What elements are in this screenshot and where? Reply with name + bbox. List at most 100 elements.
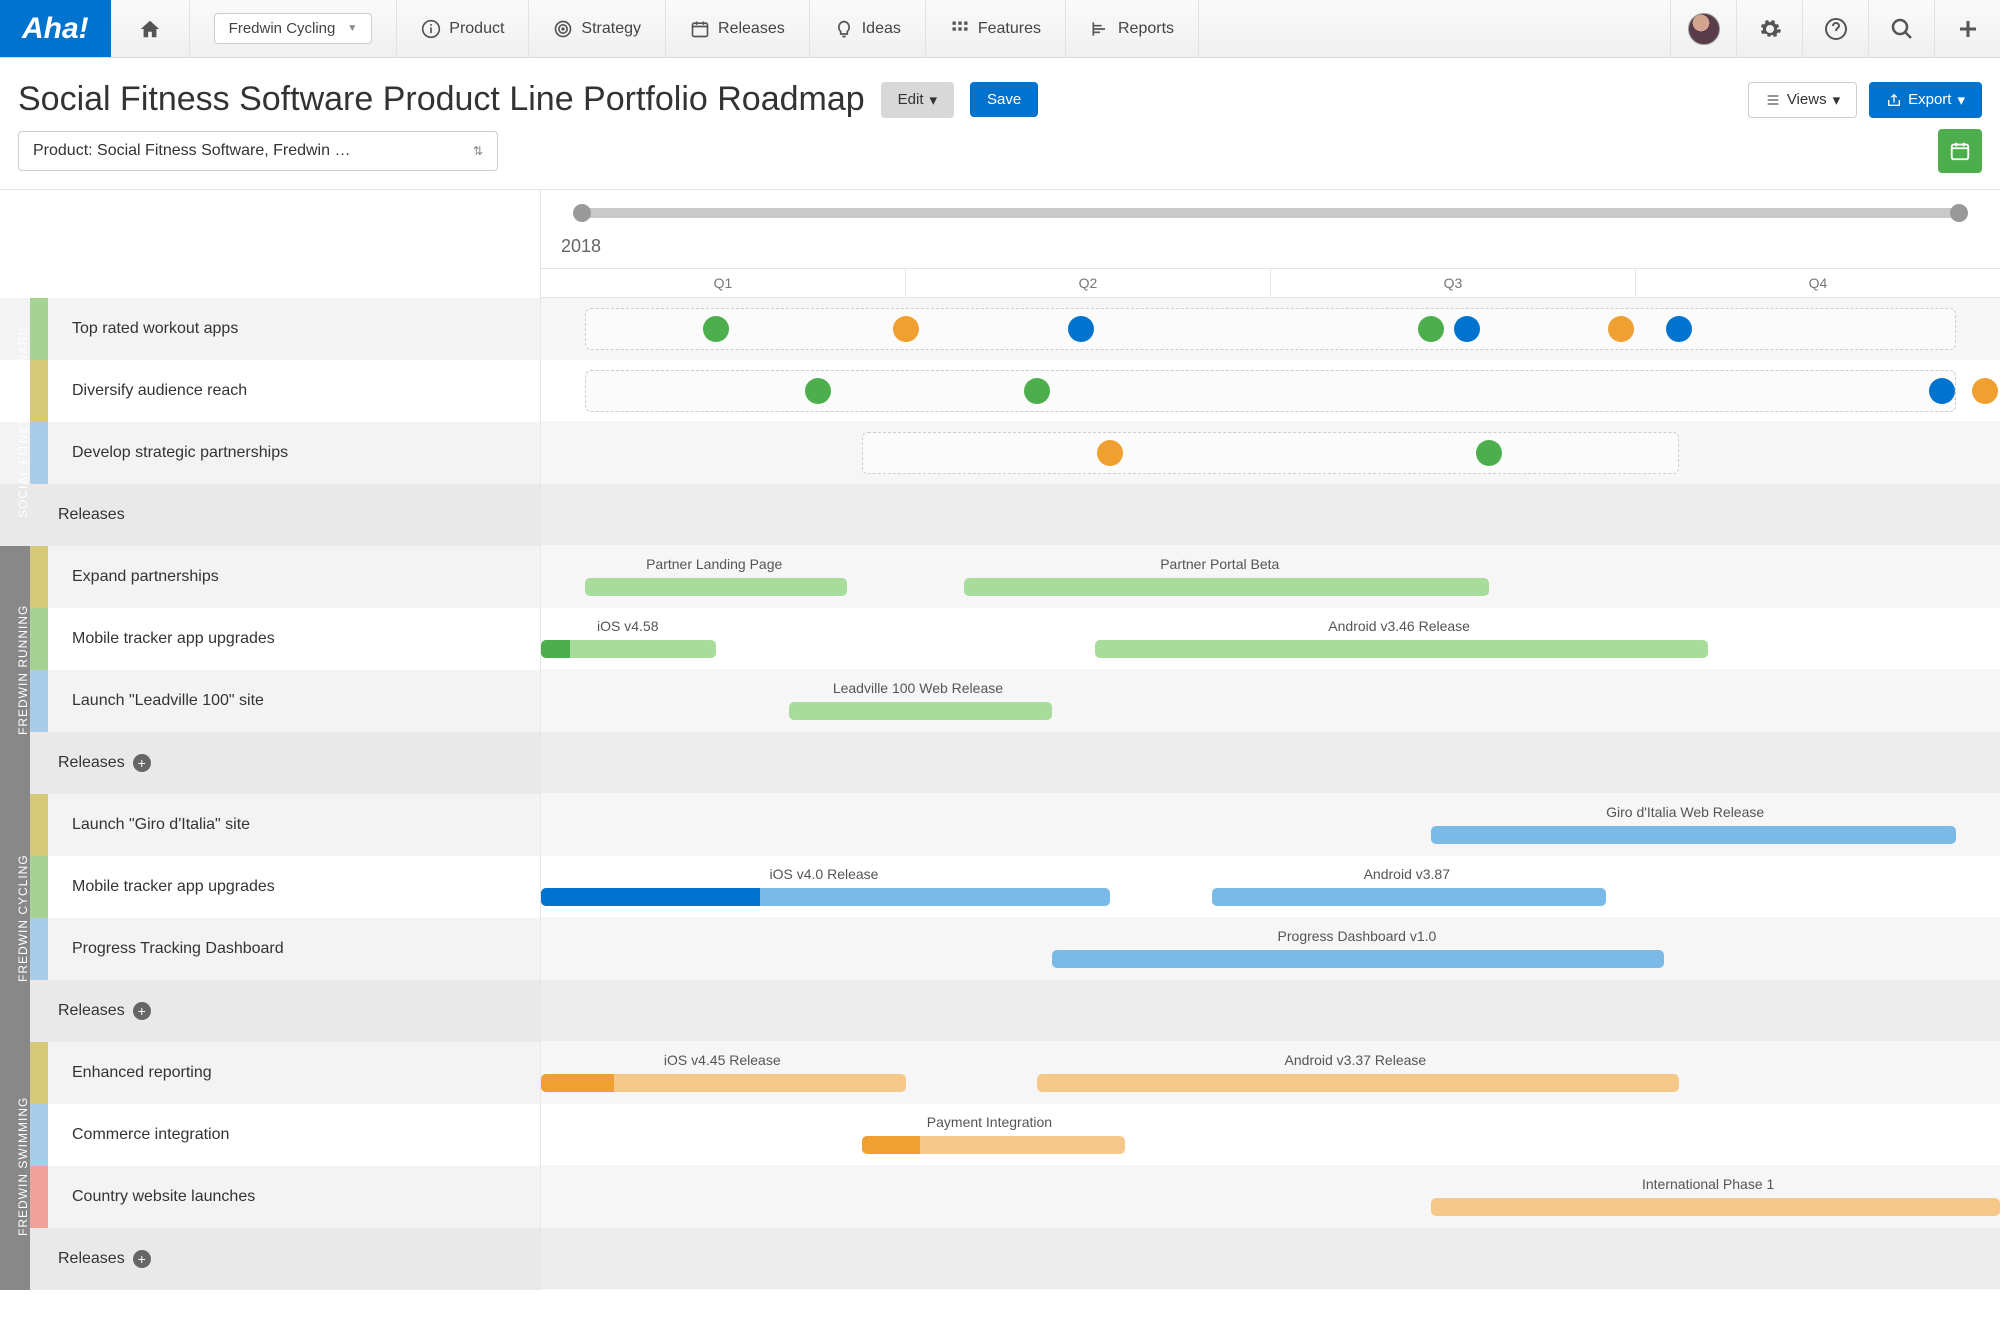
timeline-row [541, 360, 2000, 422]
roadmap-row[interactable]: Launch "Leadville 100" site [0, 670, 540, 732]
product-switcher-label: Fredwin Cycling [229, 20, 336, 37]
timeline-row [541, 1228, 2000, 1290]
home-icon [139, 18, 161, 40]
edit-button[interactable]: Edit▾ [881, 82, 954, 118]
timeline-row [541, 980, 2000, 1042]
save-button[interactable]: Save [970, 82, 1038, 117]
bar-label: International Phase 1 [1642, 1176, 1774, 1192]
timeline-row [541, 732, 2000, 794]
row-label: Enhanced reporting [72, 1064, 212, 1082]
updown-icon: ⇅ [473, 144, 483, 158]
nav-add[interactable] [1934, 0, 2000, 58]
timeline-slider[interactable] [581, 208, 1960, 218]
row-stripe [30, 856, 48, 918]
add-release-button[interactable]: + [133, 754, 151, 772]
group-tab-sfs[interactable]: SOCIAL FITNESS SOFTWARE [0, 298, 30, 546]
timeline-quarters: Q1 Q2 Q3 Q4 [541, 268, 2000, 298]
roadmap-row[interactable]: Commerce integration [0, 1104, 540, 1166]
export-button[interactable]: Export▾ [1869, 82, 1982, 118]
timeline-row: Partner Landing PagePartner Portal Beta [541, 546, 2000, 608]
nav-ideas[interactable]: Ideas [810, 0, 926, 57]
milestone-dot[interactable] [1608, 316, 1634, 342]
release-bar[interactable] [541, 1074, 906, 1092]
add-release-button[interactable]: + [133, 1002, 151, 1020]
plus-icon [1956, 17, 1980, 41]
nav-avatar[interactable] [1670, 0, 1736, 58]
bar-label: Android v3.87 [1364, 866, 1450, 882]
group-tab-fc[interactable]: FREDWIN CYCLING [0, 794, 30, 1042]
release-bar[interactable] [541, 888, 1110, 906]
release-bar[interactable] [585, 578, 848, 596]
nav-strategy[interactable]: Strategy [529, 0, 666, 57]
section-row: Releases+ [0, 1228, 540, 1290]
timeline-row: iOS v4.58Android v3.46 Release [541, 608, 2000, 670]
bar-label: Progress Dashboard v1.0 [1278, 928, 1437, 944]
release-bar[interactable] [1037, 1074, 1679, 1092]
release-bar[interactable] [1212, 888, 1606, 906]
grid-icon [950, 19, 970, 39]
roadmap-row[interactable]: Mobile tracker app upgrades [0, 856, 540, 918]
release-bar[interactable] [1431, 1198, 2000, 1216]
row-stripe [30, 670, 48, 732]
milestone-dot[interactable] [1024, 378, 1050, 404]
bar-label: Android v3.37 Release [1285, 1052, 1427, 1068]
release-bar[interactable] [789, 702, 1052, 720]
roadmap-row[interactable]: Expand partnerships [0, 546, 540, 608]
roadmap-row[interactable]: Progress Tracking Dashboard [0, 918, 540, 980]
roadmap-row[interactable]: Top rated workout apps [0, 298, 540, 360]
timeline-row: iOS v4.45 ReleaseAndroid v3.37 Release [541, 1042, 2000, 1104]
nav-features[interactable]: Features [926, 0, 1066, 57]
target-icon [553, 19, 573, 39]
nav-product[interactable]: Product [397, 0, 529, 57]
nav-help[interactable] [1802, 0, 1868, 58]
milestone-dot[interactable] [703, 316, 729, 342]
add-release-button[interactable]: + [133, 1250, 151, 1268]
release-bar[interactable] [1052, 950, 1665, 968]
milestone-dot[interactable] [1068, 316, 1094, 342]
roadmap-row[interactable]: Launch "Giro d'Italia" site [0, 794, 540, 856]
nav-search[interactable] [1868, 0, 1934, 58]
release-progress [862, 1136, 920, 1154]
milestone-dot[interactable] [893, 316, 919, 342]
milestone-dot[interactable] [1418, 316, 1444, 342]
timeline-row [541, 484, 2000, 546]
group-tab-fr[interactable]: FREDWIN RUNNING [0, 546, 30, 794]
roadmap: SOCIAL FITNESS SOFTWAREFREDWIN RUNNINGFR… [0, 189, 2000, 1290]
row-stripe [30, 546, 48, 608]
timeline-row: Giro d'Italia Web Release [541, 794, 2000, 856]
roadmap-row[interactable]: Mobile tracker app upgrades [0, 608, 540, 670]
aha-logo[interactable]: Aha! [0, 0, 111, 57]
milestone-dot[interactable] [1972, 378, 1998, 404]
page-title: Social Fitness Software Product Line Por… [18, 80, 865, 119]
views-button[interactable]: Views▾ [1748, 82, 1857, 118]
calendar-button[interactable] [1938, 129, 1982, 173]
nav-product-switcher[interactable]: Fredwin Cycling ▼ [190, 0, 398, 57]
release-progress [541, 640, 570, 658]
group-tab-fs[interactable]: FREDWIN SWIMMING [0, 1042, 30, 1290]
nav-reports[interactable]: Reports [1066, 0, 1199, 57]
roadmap-row[interactable]: Develop strategic partnerships [0, 422, 540, 484]
row-stripe [30, 1104, 48, 1166]
release-bar[interactable] [1095, 640, 1708, 658]
nav-settings[interactable] [1736, 0, 1802, 58]
milestone-dot[interactable] [1929, 378, 1955, 404]
nav-home[interactable] [111, 0, 190, 57]
nav-releases[interactable]: Releases [666, 0, 810, 57]
product-filter[interactable]: Product: Social Fitness Software, Fredwi… [18, 131, 498, 171]
milestone-dot[interactable] [1097, 440, 1123, 466]
roadmap-row[interactable]: Enhanced reporting [0, 1042, 540, 1104]
milestone-dot[interactable] [1666, 316, 1692, 342]
slider-handle-left[interactable] [573, 204, 591, 222]
roadmap-row[interactable]: Diversify audience reach [0, 360, 540, 422]
roadmap-rows: SOCIAL FITNESS SOFTWAREFREDWIN RUNNINGFR… [0, 190, 540, 1290]
release-bar[interactable] [862, 1136, 1125, 1154]
roadmap-row[interactable]: Country website launches [0, 1166, 540, 1228]
release-bar[interactable] [541, 640, 716, 658]
row-label: Releases [58, 754, 125, 772]
row-label: Releases [58, 1002, 125, 1020]
release-bar[interactable] [964, 578, 1489, 596]
release-bar[interactable] [1431, 826, 1956, 844]
row-label: Mobile tracker app upgrades [72, 630, 275, 648]
slider-handle-right[interactable] [1950, 204, 1968, 222]
row-stripe [30, 1042, 48, 1104]
